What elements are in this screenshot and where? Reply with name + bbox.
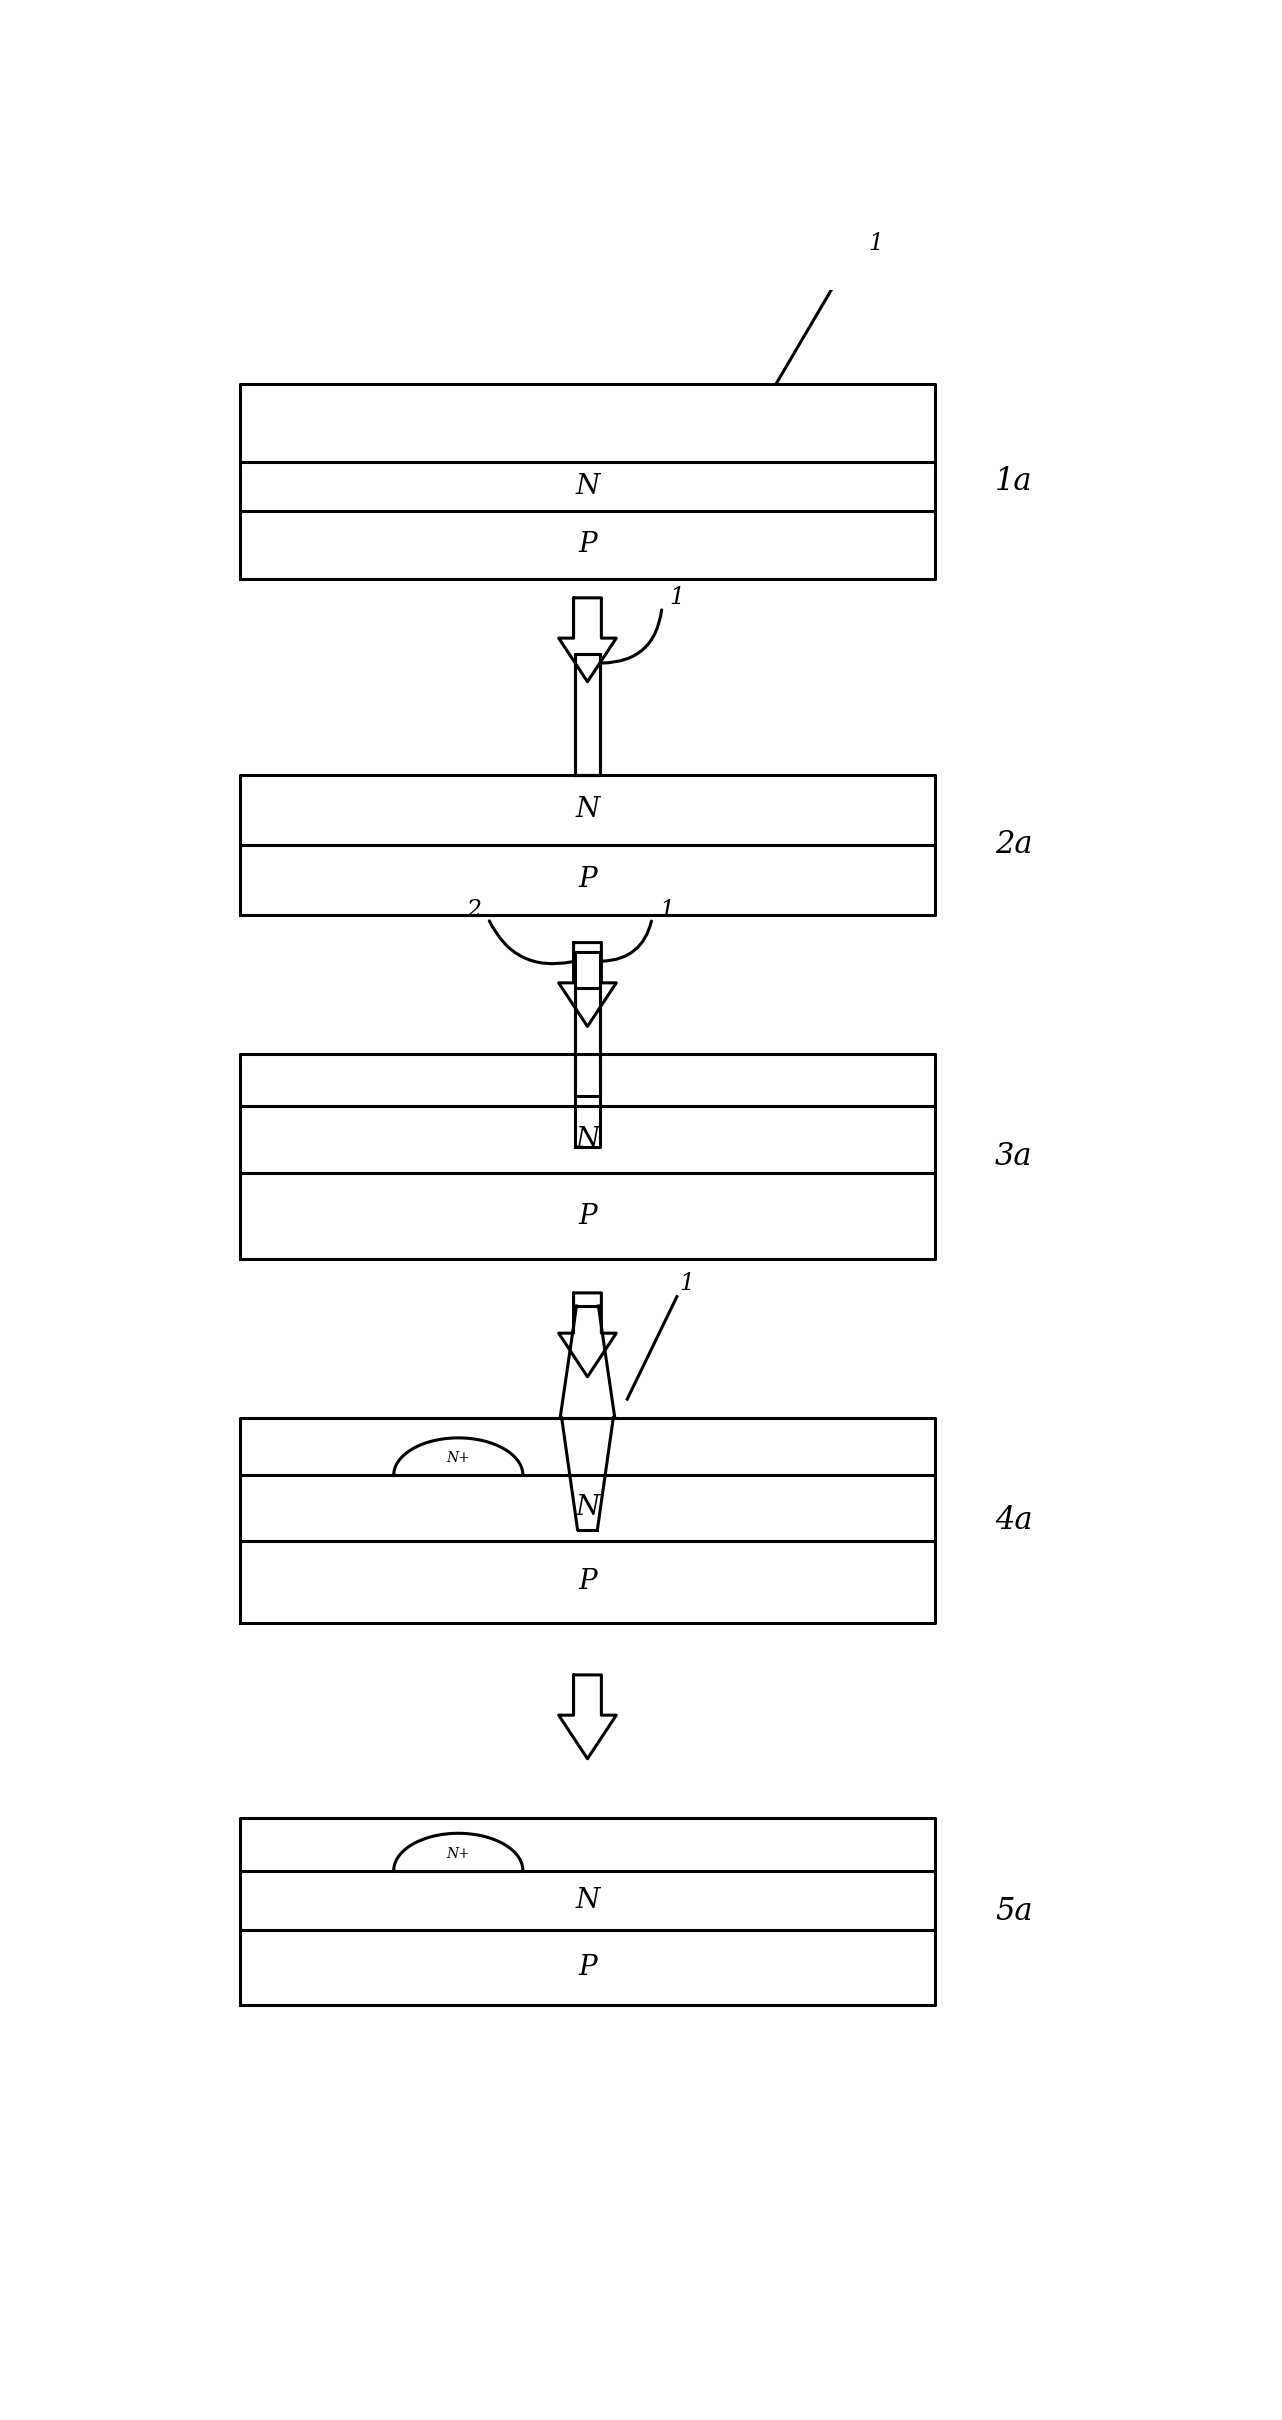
Text: N: N <box>576 472 600 501</box>
Text: P: P <box>578 532 597 559</box>
Text: N: N <box>576 1125 600 1152</box>
Text: P: P <box>578 866 597 893</box>
Text: 3a: 3a <box>995 1142 1032 1171</box>
Text: N: N <box>576 1496 600 1522</box>
Text: N: N <box>576 1888 600 1914</box>
Text: 5a: 5a <box>995 1895 1032 1926</box>
Text: 2a: 2a <box>995 830 1032 859</box>
Text: P: P <box>578 1203 597 1229</box>
Text: 1: 1 <box>669 586 685 610</box>
Text: 2: 2 <box>465 900 481 922</box>
Text: P: P <box>578 1568 597 1595</box>
Text: N+: N+ <box>446 1846 470 1861</box>
Text: 4a: 4a <box>995 1505 1032 1537</box>
Text: 1: 1 <box>659 900 674 922</box>
Text: P: P <box>578 1953 597 1982</box>
Text: N+: N+ <box>446 1452 470 1467</box>
Text: 1a: 1a <box>995 467 1032 496</box>
Text: N: N <box>576 796 600 823</box>
Text: 1: 1 <box>679 1273 695 1295</box>
Text: 1: 1 <box>868 232 883 257</box>
